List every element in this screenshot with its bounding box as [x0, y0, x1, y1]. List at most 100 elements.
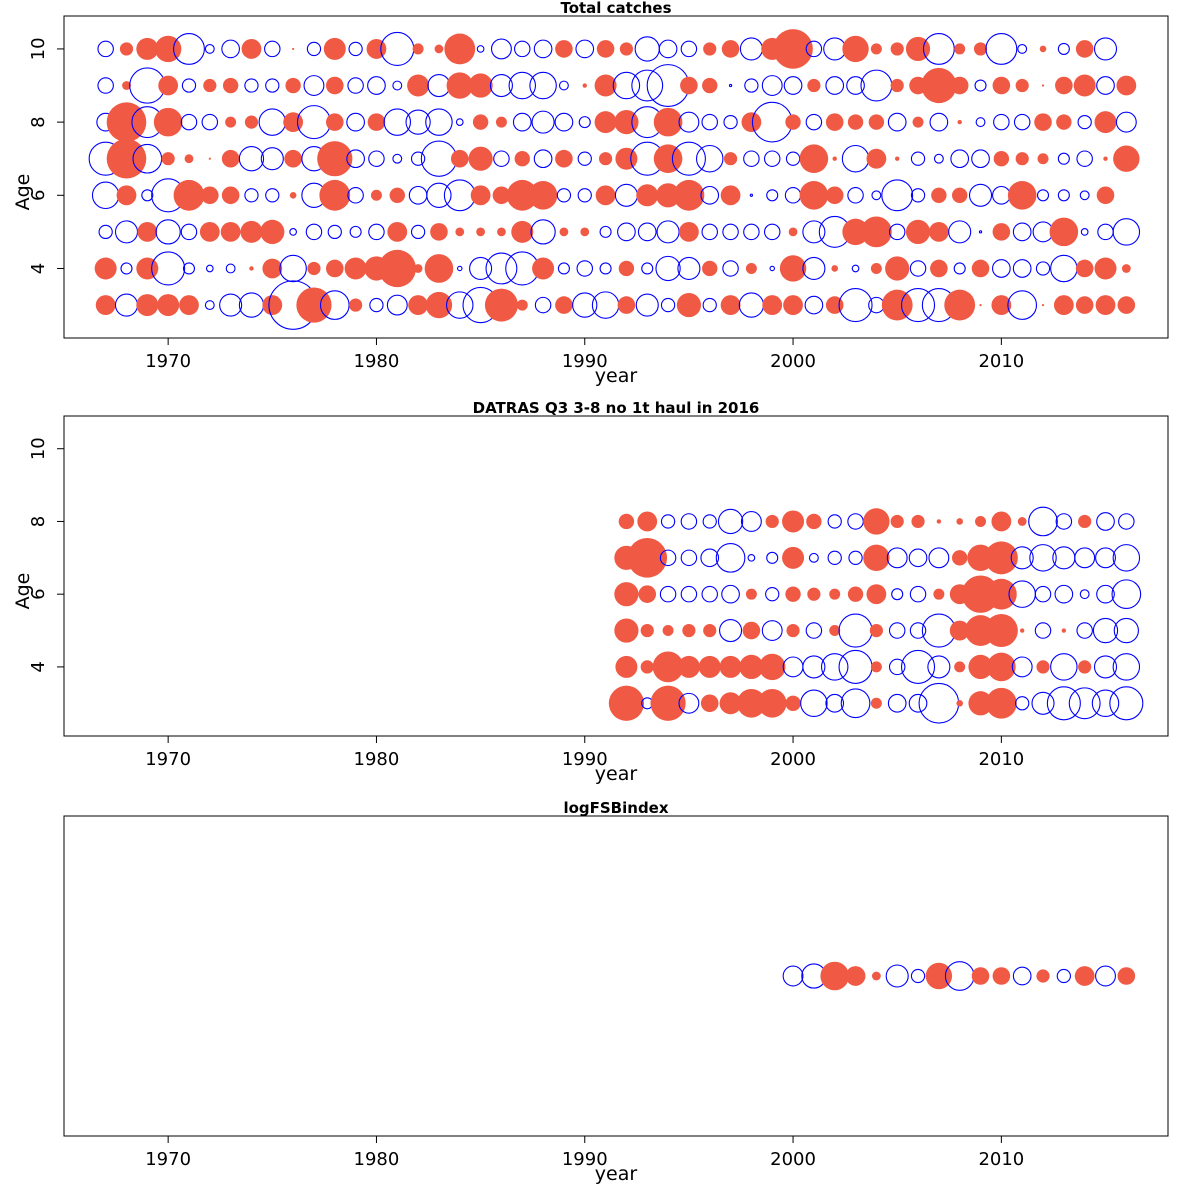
residual-bubble	[158, 75, 179, 96]
residual-bubble	[885, 256, 910, 281]
x-axis-label: year	[595, 365, 638, 387]
residual-bubble	[971, 259, 990, 278]
residual-bubble	[992, 259, 1011, 278]
residual-bubble	[829, 588, 841, 600]
residual-bubble	[660, 514, 676, 529]
residual-bubble	[703, 623, 717, 638]
residual-bubble	[719, 655, 742, 678]
residual-bubble	[640, 623, 654, 638]
residual-bubble	[265, 188, 280, 203]
residual-bubble	[848, 550, 863, 565]
residual-bubble	[636, 184, 659, 207]
residual-bubble	[743, 150, 760, 167]
residual-bubble	[765, 514, 779, 529]
residual-bubble	[614, 582, 639, 607]
panel-title: Total catches	[560, 0, 671, 17]
residual-bubble	[1092, 617, 1119, 644]
residual-bubble	[555, 296, 573, 314]
residual-bubble	[890, 78, 904, 93]
residual-bubble	[1012, 259, 1032, 278]
residual-bubble	[881, 179, 914, 212]
residual-bubble	[1109, 686, 1144, 721]
residual-bubble	[769, 265, 775, 272]
residual-bubble	[870, 262, 882, 274]
residual-bubble	[985, 578, 1017, 610]
residual-bubble	[863, 544, 890, 572]
residual-bubble	[184, 154, 194, 164]
residual-bubble	[700, 185, 720, 205]
residual-bubble	[619, 42, 634, 56]
residual-bubble	[831, 265, 839, 272]
residual-bubble	[558, 80, 569, 91]
residual-bubble	[968, 654, 993, 680]
residual-bubble	[763, 223, 781, 241]
residual-bubble	[555, 149, 573, 168]
residual-bubble	[702, 77, 718, 94]
residual-bubble	[116, 185, 137, 206]
residual-bubble	[618, 513, 635, 530]
residual-bubble	[842, 218, 869, 246]
residual-bubble	[806, 513, 822, 530]
residual-bubble	[659, 585, 677, 603]
residual-bubble	[1097, 223, 1114, 241]
residual-bubble	[680, 40, 698, 58]
residual-bubble	[1112, 218, 1141, 246]
residual-bubble	[702, 297, 717, 313]
residual-bubble	[888, 223, 906, 241]
residual-bubble	[1055, 513, 1073, 530]
residual-bubble	[367, 113, 386, 131]
residual-bubble	[434, 44, 444, 54]
residual-bubble	[912, 116, 924, 128]
residual-bubble	[1036, 969, 1050, 983]
residual-bubble	[485, 252, 518, 285]
residual-bubble	[141, 189, 154, 202]
residual-bubble	[378, 249, 416, 288]
residual-bubble	[737, 688, 766, 718]
residual-bubble	[614, 618, 639, 643]
residual-bubble	[1075, 259, 1094, 278]
residual-bubble	[842, 35, 869, 63]
residual-bubble	[928, 221, 949, 242]
residual-bubble	[700, 548, 720, 568]
bubble-series	[608, 506, 1144, 724]
residual-bubble	[891, 588, 904, 601]
residual-bubble	[598, 152, 613, 166]
residual-bubble	[1054, 584, 1074, 604]
residual-bubble	[617, 222, 636, 242]
residual-bubble	[368, 150, 385, 167]
residual-bubble	[1093, 37, 1118, 61]
residual-bubble	[1118, 513, 1135, 530]
residual-bubble	[528, 180, 558, 210]
residual-bubble	[871, 190, 882, 201]
residual-bubble	[992, 967, 1011, 985]
residual-bubble	[1096, 512, 1115, 531]
residual-bubble	[469, 256, 493, 281]
residual-bubble	[366, 39, 387, 59]
residual-bubble	[532, 257, 555, 280]
residual-bubble	[640, 660, 654, 674]
residual-bubble	[1007, 290, 1038, 320]
residual-bubble	[511, 220, 534, 243]
residual-bubble	[634, 36, 660, 62]
residual-bubble	[679, 221, 699, 242]
residual-bubble	[739, 37, 763, 61]
residual-bubble	[838, 613, 873, 648]
residual-bubble	[1050, 653, 1078, 681]
residual-bubble	[577, 188, 592, 203]
residual-bubble	[244, 188, 259, 203]
residual-bubble	[599, 262, 612, 275]
panel-1: Total catches 1970 1980 1990 2000 2010 year 4 6 8…	[12, 0, 1169, 387]
residual-bubble	[122, 81, 131, 90]
residual-bubble	[911, 514, 925, 529]
residual-bubble	[1112, 653, 1141, 681]
residual-bubble	[695, 144, 724, 173]
residual-bubble	[180, 223, 198, 241]
residual-bubble	[455, 227, 465, 237]
residual-bubble	[721, 40, 740, 58]
residual-bubble	[208, 157, 211, 160]
residual-bubble	[490, 38, 512, 60]
residual-bubble	[973, 42, 988, 56]
residual-bubble	[155, 219, 181, 245]
residual-bubble	[556, 188, 572, 203]
residual-bubble	[785, 114, 801, 130]
